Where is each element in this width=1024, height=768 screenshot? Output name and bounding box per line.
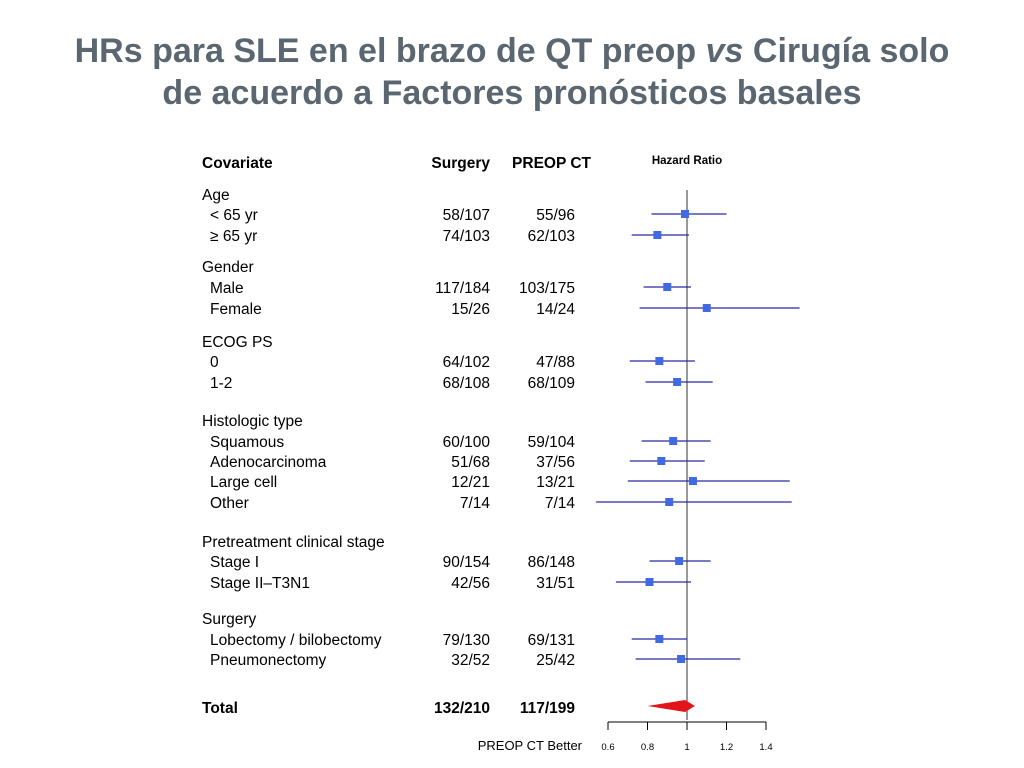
- group-label: Surgery: [202, 611, 257, 628]
- preop-value: 69/131: [528, 632, 575, 649]
- axis-title: Hazard Ratio: [652, 155, 722, 167]
- row-label: Large cell: [210, 474, 277, 491]
- header-surgery: Surgery: [431, 155, 490, 172]
- row-label: Male: [210, 280, 244, 297]
- hr-marker: [681, 210, 690, 218]
- hr-marker: [653, 231, 662, 239]
- preop-value: 47/88: [536, 354, 575, 371]
- hr-marker: [663, 283, 672, 291]
- chart-title: HRs para SLE en el brazo de QT preop vs …: [0, 30, 1024, 114]
- preop-value: 25/42: [536, 652, 575, 669]
- total-diamond: [647, 700, 695, 712]
- row-label: Other: [210, 495, 249, 512]
- row-label: Lobectomy / bilobectomy: [210, 632, 382, 649]
- hr-marker: [702, 304, 711, 312]
- hr-marker: [677, 655, 686, 663]
- hr-marker: [675, 557, 684, 565]
- title-text-b: Cirugía solo: [743, 32, 950, 70]
- surgery-value: 74/103: [443, 228, 490, 245]
- hr-marker: [673, 378, 682, 386]
- surgery-value: 68/108: [443, 375, 490, 392]
- surgery-value: 15/26: [451, 301, 490, 318]
- row-label: Adenocarcinoma: [210, 454, 327, 471]
- preop-value: 31/51: [536, 575, 575, 592]
- preop-value: 55/96: [536, 207, 575, 224]
- row-label: 0: [210, 354, 219, 371]
- row-label: Pneumonectomy: [210, 652, 327, 669]
- title-vs: vs: [705, 32, 744, 70]
- hr-marker: [657, 457, 666, 465]
- hr-marker: [665, 498, 674, 506]
- row-label: ≥ 65 yr: [210, 228, 257, 245]
- header-preop-ct: PREOP CT: [512, 155, 591, 172]
- surgery-value: 7/14: [460, 495, 491, 512]
- total-surgery-value: 132/210: [434, 700, 490, 717]
- group-label: ECOG PS: [202, 334, 273, 351]
- surgery-value: 79/130: [443, 632, 491, 649]
- preop-value: 7/14: [545, 495, 576, 512]
- row-label: Stage I: [210, 554, 259, 571]
- group-label: Pretreatment clinical stage: [202, 534, 385, 551]
- row-label: Female: [210, 301, 262, 318]
- title-text-a: HRs para SLE en el brazo de QT preop: [74, 32, 706, 70]
- x-tick-label: 0.6: [601, 742, 614, 753]
- preop-value: 103/175: [519, 280, 575, 297]
- surgery-value: 60/100: [443, 434, 491, 451]
- hr-marker: [645, 578, 654, 586]
- title-line-2: de acuerdo a Factores pronósticos basale…: [162, 74, 862, 112]
- row-label: 1-2: [210, 375, 232, 392]
- total-preop-value: 117/199: [520, 700, 576, 717]
- group-label: Age: [202, 187, 230, 204]
- surgery-value: 12/21: [451, 474, 490, 491]
- preop-value: 37/56: [536, 454, 575, 471]
- preop-value: 14/24: [536, 301, 575, 318]
- group-label: Histologic type: [202, 413, 303, 430]
- surgery-value: 58/107: [443, 207, 490, 224]
- surgery-value: 64/102: [443, 354, 490, 371]
- row-label: < 65 yr: [210, 207, 258, 224]
- hr-marker: [669, 437, 678, 445]
- title-line-1: HRs para SLE en el brazo de QT preop vs …: [0, 30, 1024, 72]
- total-label: Total: [202, 700, 238, 717]
- preop-value: 62/103: [528, 228, 575, 245]
- hr-marker: [688, 477, 697, 485]
- x-tick-label: 1.4: [759, 742, 772, 753]
- row-label: Squamous: [210, 434, 284, 451]
- x-tick-label: 0.8: [641, 742, 654, 753]
- header-covariate: Covariate: [202, 155, 273, 172]
- surgery-value: 32/52: [451, 652, 490, 669]
- hr-marker: [655, 635, 664, 643]
- x-tick-label: 1.2: [720, 742, 733, 753]
- surgery-value: 51/68: [451, 454, 490, 471]
- favors-label: PREOP CT Better: [478, 738, 583, 753]
- x-tick-label: 1: [684, 742, 689, 753]
- preop-value: 13/21: [536, 474, 575, 491]
- preop-value: 86/148: [528, 554, 575, 571]
- group-label: Gender: [202, 259, 254, 276]
- surgery-value: 90/154: [443, 554, 491, 571]
- surgery-value: 117/184: [435, 280, 490, 297]
- row-label: Stage II–T3N1: [210, 575, 310, 592]
- preop-value: 59/104: [528, 434, 576, 451]
- preop-value: 68/109: [528, 375, 575, 392]
- surgery-value: 42/56: [451, 575, 490, 592]
- hr-marker: [655, 357, 664, 365]
